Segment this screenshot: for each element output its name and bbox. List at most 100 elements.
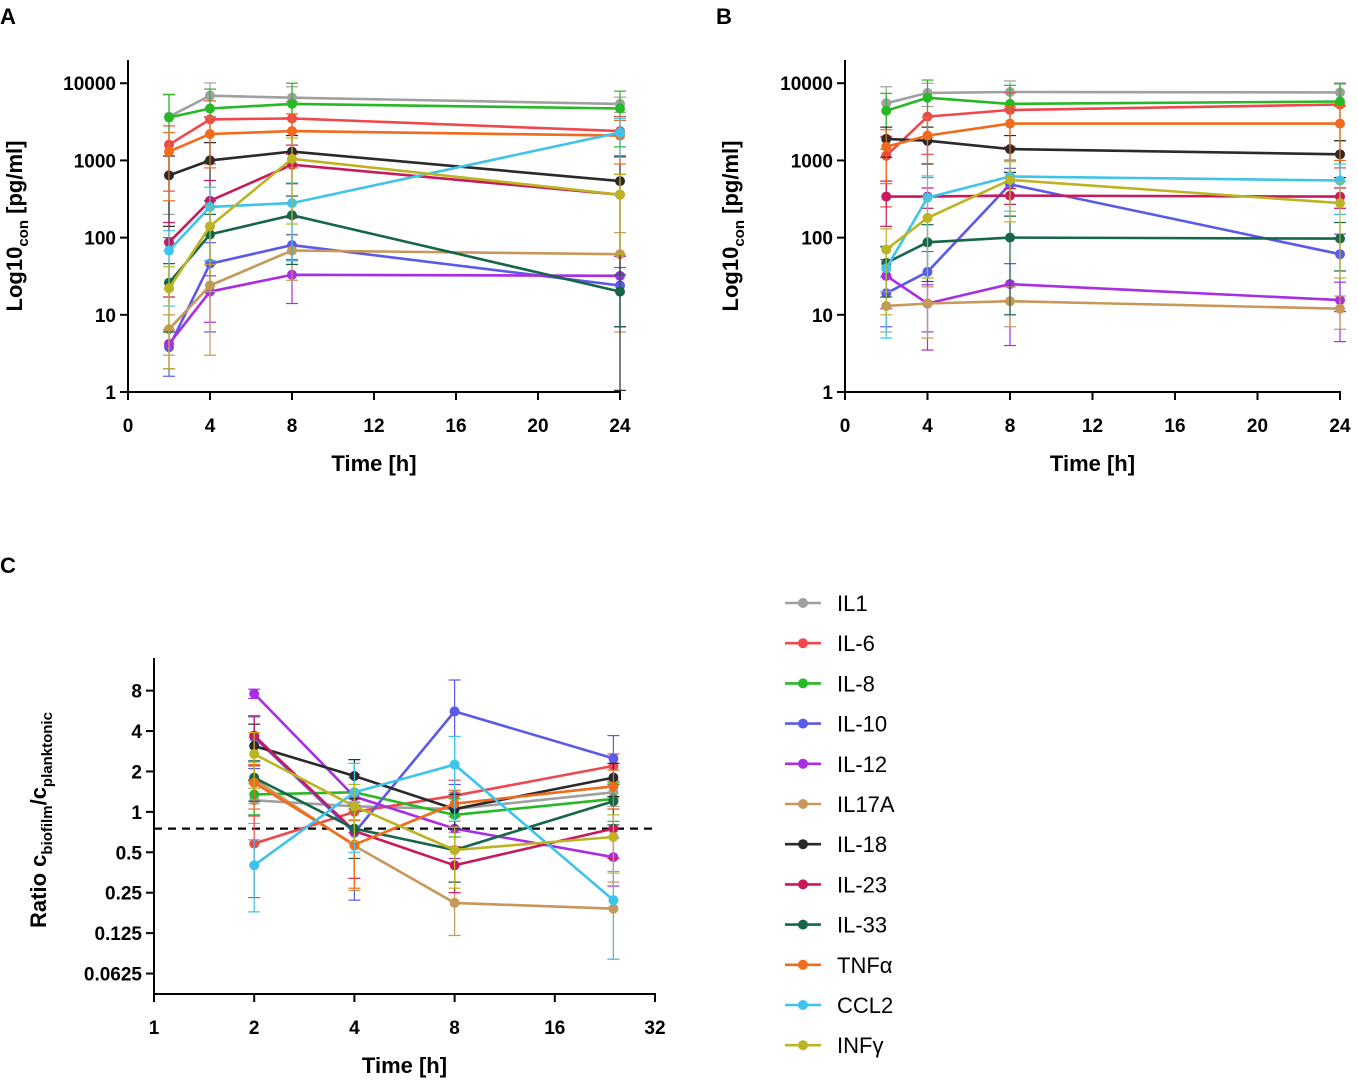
- panel-a-x-tick-label: 12: [363, 416, 384, 437]
- data-point: [249, 748, 260, 759]
- legend-swatch-marker: [798, 758, 808, 769]
- legend-swatch-marker: [798, 839, 808, 850]
- data-point: [1335, 303, 1345, 314]
- legend-item-il-8: IL-8: [785, 671, 875, 696]
- series-line: [885, 103, 1341, 157]
- legend-label: IL17A: [837, 792, 895, 817]
- panel-a-x-tick-label: 16: [445, 416, 466, 437]
- legend-swatch-marker: [798, 919, 808, 930]
- panel-b-x-tick-label: 4: [922, 416, 933, 437]
- legend-label: CCL2: [837, 993, 893, 1018]
- panel-c-y-tick-label: 4: [131, 722, 142, 743]
- data-point: [449, 845, 460, 856]
- series-line: [254, 790, 614, 817]
- legend-swatch-marker: [798, 1040, 808, 1051]
- panel-c-x-tick-label: 4: [349, 1018, 360, 1039]
- data-point: [922, 130, 933, 141]
- panel-b-series-infg: [880, 161, 1346, 316]
- series-line: [885, 274, 1341, 305]
- panel-c-y-tick-label: 0.25: [105, 884, 142, 905]
- data-point: [249, 688, 260, 699]
- data-point: [608, 781, 619, 792]
- panel-b-x-tick-label: 24: [1329, 416, 1351, 437]
- series-line: [253, 763, 615, 902]
- legend-label: IL-10: [837, 712, 887, 737]
- panel-c-letter: C: [0, 553, 16, 578]
- legend: IL1 IL-6 IL-8 IL-10 IL-12 IL17A IL-18 IL-23 IL-3…: [785, 591, 895, 1058]
- data-point: [449, 897, 460, 908]
- data-point: [1335, 198, 1345, 209]
- legend-swatch-marker: [798, 799, 808, 809]
- data-point: [608, 753, 619, 764]
- data-point: [1005, 118, 1015, 129]
- panel-c-series-infg: [248, 731, 620, 889]
- series-line: [885, 96, 1341, 113]
- legend-item-tnfa: TNFα: [785, 953, 893, 978]
- panel-a-series-il-10: [163, 233, 626, 377]
- legend-item-il-6: IL-6: [785, 631, 875, 656]
- series-line: [254, 791, 614, 811]
- data-point: [1335, 175, 1345, 186]
- series-line: [886, 137, 1341, 156]
- panel-a-y-tick-label: 100: [84, 229, 116, 250]
- data-point: [205, 103, 215, 114]
- panel-a-y-axis-title: Log10con [pg/ml]: [2, 141, 32, 312]
- series-line: [253, 734, 614, 867]
- legend-item-il17a: IL17A: [785, 792, 895, 817]
- data-point: [1005, 174, 1015, 185]
- series-line: [885, 178, 1341, 251]
- panel-b-series-il-33: [880, 215, 1346, 316]
- legend-item-il-12: IL-12: [785, 752, 887, 777]
- series-line: [167, 157, 621, 290]
- data-point: [608, 895, 619, 906]
- series-line: [253, 776, 614, 852]
- series-line: [167, 243, 621, 348]
- panel-c-y-tick-label: 0.125: [94, 924, 142, 945]
- legend-label: IL-33: [837, 913, 887, 938]
- panel-a-y-tick-label: 10: [95, 306, 116, 327]
- series-line: [885, 90, 1341, 105]
- panel-b-y-axis-title: Log10con [pg/ml]: [718, 141, 748, 312]
- series-line: [168, 163, 621, 244]
- legend-swatch-marker: [798, 1000, 808, 1010]
- panel-b-y-tick-label: 100: [801, 229, 833, 250]
- panel-a-x-axis-title: Time [h]: [331, 451, 416, 476]
- panel-c-x-tick-label: 1: [149, 1018, 160, 1039]
- data-point: [922, 212, 933, 223]
- data-point: [615, 127, 625, 138]
- panel-b-y-tick-label: 10: [812, 306, 833, 327]
- panel-a-letter: A: [0, 4, 16, 29]
- panel-b-y-tick-label: 1: [822, 383, 833, 404]
- data-point: [287, 153, 297, 164]
- legend-label: INFγ: [837, 1033, 883, 1058]
- legend-label: IL-8: [837, 671, 875, 696]
- data-point: [164, 245, 174, 256]
- series-line: [886, 299, 1341, 310]
- panel-b-y-tick-label: 1000: [791, 151, 833, 172]
- legend-item-il1: IL1: [785, 591, 868, 616]
- panel-a-x-tick-label: 0: [123, 416, 134, 437]
- series-line: [886, 194, 1341, 198]
- data-point: [1335, 118, 1345, 129]
- legend-item-il-33: IL-33: [785, 913, 887, 938]
- panel-b-x-tick-label: 20: [1247, 416, 1268, 437]
- series-line: [253, 781, 614, 847]
- panel-b-x-tick-label: 16: [1164, 416, 1185, 437]
- data-point: [349, 801, 360, 812]
- panel-c-x-axis-title: Time [h]: [362, 1053, 447, 1078]
- data-point: [608, 831, 619, 842]
- data-point: [881, 191, 892, 202]
- data-point: [449, 759, 460, 770]
- data-point: [205, 221, 215, 232]
- series-line: [885, 175, 1341, 269]
- panel-a-series-il-33: [163, 195, 626, 333]
- panel-c-series-il-6: [248, 753, 620, 899]
- panel-c-y-axis-title: Ratio cbiofilm/cplanktonic: [26, 712, 56, 928]
- legend-swatch-marker: [798, 598, 808, 608]
- series-line: [167, 273, 621, 345]
- data-point: [164, 146, 174, 157]
- panel-c-x-tick-label: 2: [249, 1018, 260, 1039]
- data-point: [615, 189, 625, 200]
